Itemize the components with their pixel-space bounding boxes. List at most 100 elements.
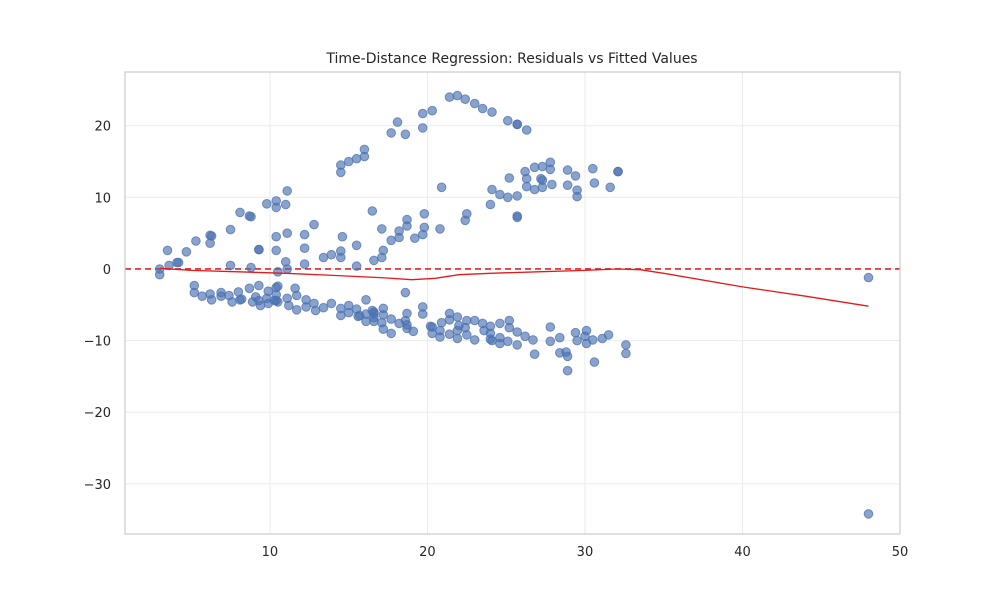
data-point [336,167,346,178]
data-point [280,199,291,210]
data-point [246,262,256,273]
data-point [351,240,362,251]
data-point [495,318,505,329]
data-point [154,269,165,280]
x-tick-label: 20 [419,545,436,560]
data-point [485,199,496,210]
data-point [309,219,319,230]
data-point [444,92,455,102]
data-point [545,336,556,347]
data-point [588,335,598,345]
data-point [570,327,581,338]
data-point [512,327,523,337]
data-point [310,305,321,316]
data-point [367,206,378,216]
data-point [427,105,438,116]
data-point [291,290,302,301]
data-point [589,357,600,367]
chart-title: Time-Distance Regression: Residuals vs F… [325,51,697,67]
data-point [402,221,412,231]
data-point [444,315,455,325]
data-point [284,300,294,311]
data-point [512,191,523,201]
data-point [326,298,337,309]
data-point [336,252,346,263]
data-point [469,335,480,345]
data-point [255,300,266,311]
data-point [318,302,329,313]
data-point [408,326,419,337]
data-point [512,119,523,130]
data-point [435,332,445,342]
data-point [162,245,173,256]
data-point [487,335,497,346]
data-point [545,164,556,175]
data-point [521,181,532,192]
data-point [225,224,236,235]
y-tick-label: −10 [84,335,111,350]
data-point [392,117,403,127]
data-point [863,272,874,283]
data-point [469,315,480,326]
data-point [246,211,256,222]
data-point [621,348,631,359]
data-point [386,328,397,339]
data-point [529,162,540,173]
data-point [452,312,463,322]
scatter-points [154,90,874,519]
data-point [299,243,310,253]
data-point [528,335,538,345]
data-point [863,509,874,519]
data-point [197,291,207,302]
data-point [417,229,428,240]
data-point [299,259,310,269]
data-point [512,340,523,350]
data-point [400,129,411,140]
data-point [495,338,505,349]
data-point [254,244,264,255]
data-point [282,264,293,274]
data-point [469,98,480,109]
data-point [605,182,616,193]
data-point [503,336,513,347]
x-tick-label: 50 [892,545,909,560]
data-point [254,280,264,291]
data-point [378,310,389,320]
smooth-line-path [159,267,869,307]
data-point [435,224,445,234]
data-point [236,294,247,304]
data-point [504,173,515,183]
data-point [216,291,226,302]
data-point [291,305,302,315]
x-tick-label: 40 [734,545,751,560]
data-point [562,180,573,190]
data-point [537,182,548,193]
data-point [262,199,272,209]
data-point [351,261,362,271]
data-point [436,317,447,328]
data-point [487,184,497,195]
data-point [562,351,573,362]
data-point [377,252,387,263]
data-point [521,173,532,184]
data-point [273,281,283,292]
data-point [588,163,598,174]
data-point [545,322,556,332]
data-point [377,224,387,234]
data-point [386,128,397,138]
data-point [529,184,540,195]
data-point [336,310,346,321]
data-point [271,245,282,256]
data-point [487,107,497,117]
data-point [337,231,348,242]
data-point [589,178,600,188]
data-point [189,287,200,298]
data-point [570,171,581,181]
x-tick-label: 10 [262,545,279,560]
data-point [361,316,371,327]
data-point [386,314,397,324]
data-point [410,233,420,243]
data-point [503,115,513,126]
y-tick-label: −30 [84,478,111,493]
